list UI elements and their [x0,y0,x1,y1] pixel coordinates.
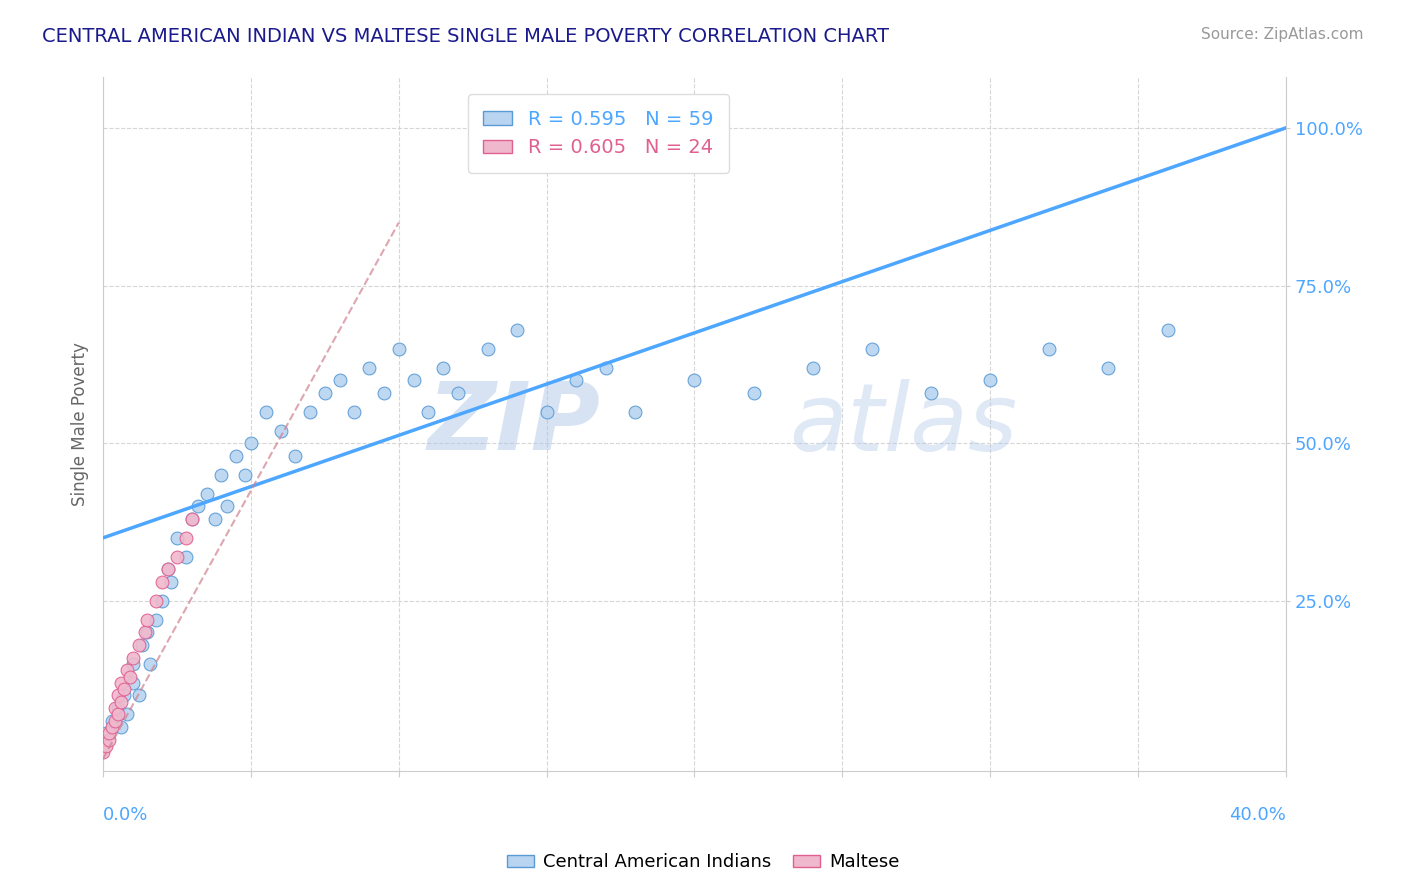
Point [174,531,197,545]
Text: CENTRAL AMERICAN INDIAN VS MALTESE SINGLE MALE POVERTY CORRELATION CHART: CENTRAL AMERICAN INDIAN VS MALTESE SINGL… [42,27,889,45]
Point [343,405,366,419]
Point [225,449,247,463]
Point [121,676,143,690]
Point [180,512,202,526]
Point [112,682,135,697]
Point [160,574,183,589]
Point [104,714,127,728]
Point [174,549,197,564]
Point [136,625,159,640]
Point [131,638,153,652]
Point [166,549,188,564]
Point [920,385,942,400]
Point [1156,323,1178,337]
Point [418,405,440,419]
Point [314,385,336,400]
Point [536,405,558,419]
Text: ZIP: ZIP [427,378,600,470]
Point [187,500,209,514]
Text: atlas: atlas [789,379,1018,470]
Point [107,689,129,703]
Point [157,562,180,576]
Point [1097,360,1119,375]
Point [195,486,218,500]
Point [402,373,425,387]
Point [595,360,617,375]
Text: 40.0%: 40.0% [1229,805,1286,824]
Point [101,720,124,734]
Text: 0.0%: 0.0% [103,805,149,824]
Point [91,745,114,759]
Point [94,726,117,740]
Point [565,373,588,387]
Point [110,720,132,734]
Point [388,342,411,356]
Point [329,373,352,387]
Point [359,360,381,375]
Point [107,701,129,715]
Point [233,467,256,482]
Point [145,613,167,627]
Point [683,373,706,387]
Point [115,663,138,677]
Point [284,449,307,463]
Point [506,323,529,337]
Point [145,594,167,608]
Point [107,707,129,722]
Point [447,385,470,400]
Point [139,657,162,671]
Legend: Central American Indians, Maltese: Central American Indians, Maltese [499,847,907,879]
Point [166,531,188,545]
Point [110,695,132,709]
Point [209,467,232,482]
Point [112,689,135,703]
Point [134,625,156,640]
Point [742,385,765,400]
Point [254,405,277,419]
Point [94,739,117,753]
Point [121,650,143,665]
Point [217,500,239,514]
Point [204,512,226,526]
Point [979,373,1001,387]
Point [239,436,262,450]
Text: Source: ZipAtlas.com: Source: ZipAtlas.com [1201,27,1364,42]
Point [121,657,143,671]
Point [432,360,454,375]
Point [150,574,173,589]
Point [110,676,132,690]
Point [150,594,173,608]
Point [624,405,647,419]
Point [180,512,202,526]
Point [136,613,159,627]
Point [98,726,121,740]
Point [104,701,127,715]
Point [373,385,395,400]
Point [98,732,121,747]
Legend: R = 0.595   N = 59, R = 0.605   N = 24: R = 0.595 N = 59, R = 0.605 N = 24 [468,94,728,173]
Point [1038,342,1060,356]
Point [299,405,322,419]
Point [860,342,883,356]
Point [270,424,292,438]
Y-axis label: Single Male Poverty: Single Male Poverty [72,343,89,507]
Point [128,689,150,703]
Point [118,669,141,683]
Point [801,360,824,375]
Point [101,714,124,728]
Point [157,562,180,576]
Point [477,342,499,356]
Point [128,638,150,652]
Point [115,707,138,722]
